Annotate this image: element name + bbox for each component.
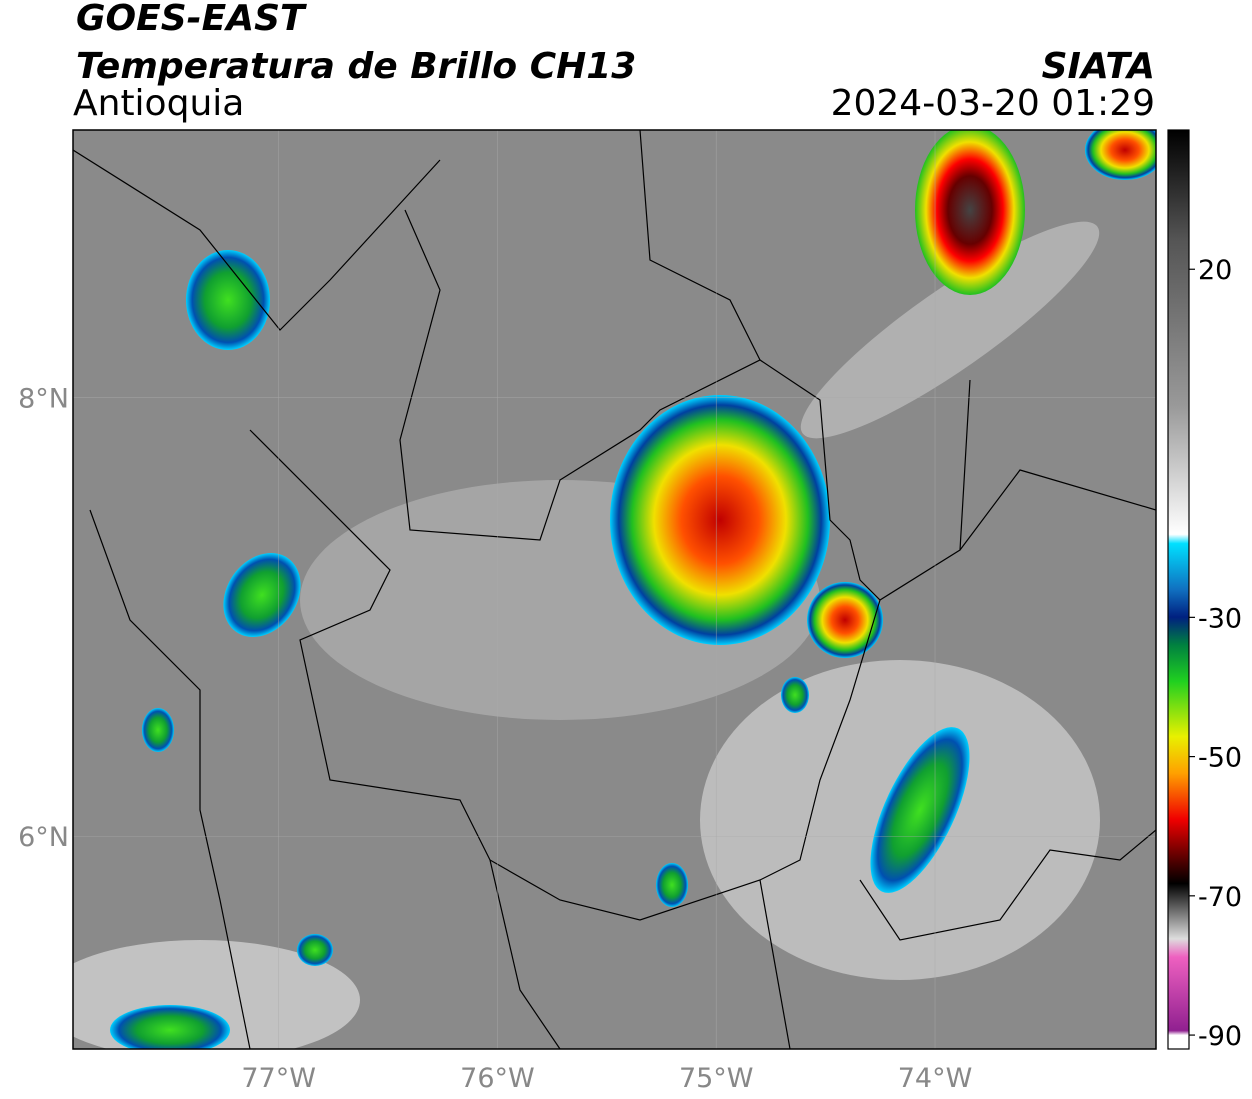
datetime: 2024-03-20 01:29	[831, 83, 1155, 124]
colorbar-label: 20	[1198, 255, 1232, 286]
colorbar-label: -50	[1198, 743, 1242, 774]
colorbar-label: -90	[1198, 1021, 1242, 1052]
lon-label: 75°W	[679, 1063, 754, 1094]
colorbar-label: -30	[1198, 603, 1242, 634]
satellite: GOES-EAST	[76, 0, 307, 39]
colorbar-label: -70	[1198, 882, 1242, 913]
region: Antioquia	[73, 83, 244, 124]
lon-label: 74°W	[898, 1063, 973, 1094]
lat-label: 8°N	[18, 384, 69, 415]
map-ticks: 77°W 76°W 75°W 74°W 8°N 6°N 20 -30 -50 -70 -90	[18, 130, 1242, 1094]
map-image	[73, 130, 1156, 1049]
lon-label: 77°W	[241, 1063, 316, 1094]
product: Temperatura de Brillo CH13	[76, 46, 636, 87]
lat-label: 6°N	[18, 822, 69, 853]
lon-label: 76°W	[460, 1063, 535, 1094]
map-frame	[72, 129, 1157, 1050]
agency: SIATA	[1042, 46, 1155, 87]
colorbar	[1167, 129, 1190, 1050]
